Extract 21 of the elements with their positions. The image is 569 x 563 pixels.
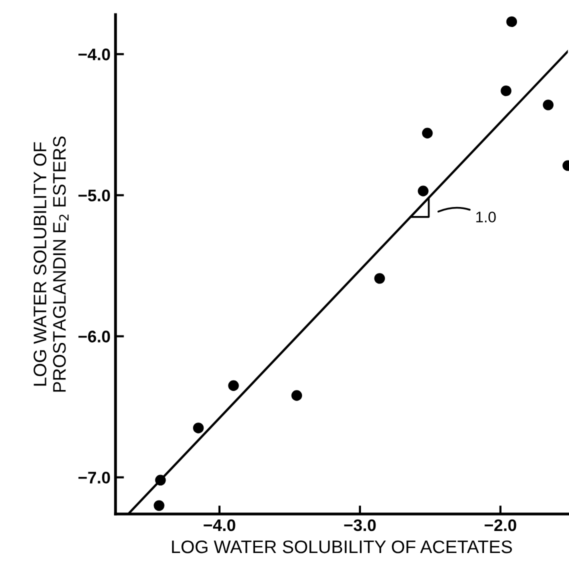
x-tick-label: −2.0 <box>484 519 516 532</box>
point <box>506 16 518 28</box>
point <box>291 390 302 401</box>
point <box>500 85 512 96</box>
x-axis-title: LOG WATER SOLUBILITY OF ACETATES <box>172 540 512 554</box>
y-axis-title: LOG WATER SOLUBILITY OF PROSTAGLANDIN E$_{2}$ ESTERS <box>34 136 69 392</box>
point <box>542 100 554 110</box>
point <box>155 474 166 486</box>
point <box>228 380 239 391</box>
y-tick-label: −7.0 <box>78 472 110 484</box>
point <box>154 500 164 511</box>
x-tick-label: −3.0 <box>344 519 376 532</box>
point <box>418 186 429 196</box>
point <box>193 422 204 434</box>
y-tick-label: −4.0 <box>78 48 110 60</box>
x-tick-label: −4.0 <box>204 519 236 532</box>
y-tick-label: −6.0 <box>78 330 110 342</box>
annotation: 1.0 <box>476 212 496 222</box>
point <box>374 273 385 284</box>
point <box>422 128 433 138</box>
y-tick-label: −5.0 <box>78 190 110 202</box>
